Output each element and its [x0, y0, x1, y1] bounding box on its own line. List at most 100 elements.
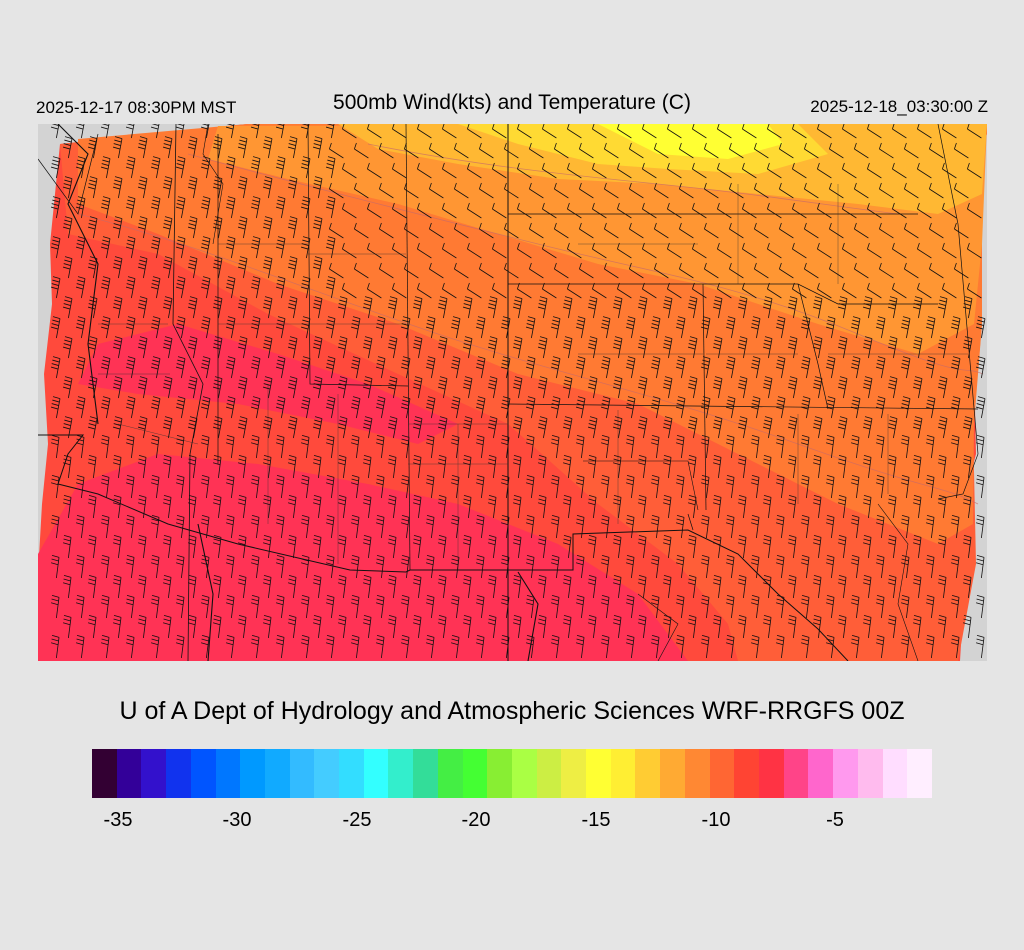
- wind-barb: [450, 316, 461, 339]
- wind-barb: [62, 416, 73, 439]
- wind-barb: [767, 242, 782, 259]
- wind-barb: [50, 554, 60, 579]
- wind-barb: [187, 416, 198, 439]
- wind-barb: [429, 262, 444, 279]
- wind-barb: [725, 316, 736, 339]
- wind-barb: [512, 336, 523, 359]
- wind-barb: [937, 416, 948, 439]
- wind-barb: [429, 222, 444, 239]
- wind-barb: [492, 282, 507, 299]
- wind-barb: [775, 594, 785, 619]
- wind-barb: [262, 534, 272, 559]
- wind-barb: [887, 574, 897, 599]
- wind-barb: [237, 416, 248, 439]
- wind-barb: [475, 396, 486, 419]
- wind-barb: [504, 142, 519, 159]
- wind-barb: [537, 614, 547, 639]
- wind-barb: [579, 222, 594, 239]
- wind-barb: [912, 376, 923, 399]
- wind-barb: [342, 202, 357, 219]
- wind-barb: [312, 614, 322, 639]
- wind-barb: [737, 574, 747, 599]
- wind-barb: [762, 614, 772, 639]
- wind-barb: [662, 614, 672, 639]
- wind-barb: [112, 336, 123, 359]
- colorbar-swatch: [660, 749, 685, 798]
- wind-barb: [487, 574, 497, 599]
- wind-barb: [225, 196, 236, 219]
- wind-barb: [567, 242, 582, 259]
- wind-barb: [900, 434, 910, 459]
- wind-barb: [712, 376, 723, 399]
- wind-barb: [225, 396, 236, 419]
- wind-barb: [87, 216, 98, 239]
- wind-barb: [350, 396, 361, 419]
- wind-barb: [375, 434, 385, 459]
- wind-barb: [950, 356, 961, 379]
- wind-barb: [337, 494, 347, 519]
- wind-barb: [262, 376, 273, 399]
- wind-barb: [125, 276, 136, 299]
- wind-barb: [237, 176, 248, 199]
- wind-barb: [325, 396, 336, 419]
- wind-barb: [854, 222, 869, 239]
- wind-barb: [512, 494, 522, 519]
- wind-barb: [875, 474, 885, 499]
- wind-barb: [262, 416, 273, 439]
- wind-barb: [450, 356, 461, 379]
- wind-barb: [487, 336, 498, 359]
- wind-barb: [517, 282, 532, 299]
- wind-barb: [200, 156, 211, 179]
- band-minus-15: [598, 124, 783, 159]
- wind-barb: [275, 356, 286, 379]
- wind-barb: [950, 554, 960, 579]
- wind-barb: [825, 474, 835, 499]
- wind-barb: [175, 196, 186, 219]
- wind-barb: [879, 222, 894, 239]
- wind-barb: [175, 396, 186, 419]
- wind-barb: [575, 434, 585, 459]
- wind-barb: [312, 574, 322, 599]
- wind-barb: [675, 474, 685, 499]
- wind-barb: [250, 276, 261, 299]
- wind-barb: [654, 182, 669, 199]
- colorbar-swatch: [215, 749, 241, 798]
- wind-barb: [825, 514, 835, 539]
- wind-barb: [150, 356, 161, 379]
- wind-barb: [587, 574, 597, 599]
- wind-barb: [654, 142, 669, 159]
- wind-barb: [262, 296, 273, 319]
- wind-barb: [487, 454, 497, 479]
- wind-barb: [125, 124, 135, 139]
- wind-barb: [237, 614, 247, 639]
- wind-barb: [604, 182, 619, 199]
- wind-barb: [954, 262, 969, 279]
- wind-barb: [887, 614, 897, 639]
- wind-barb: [712, 454, 722, 479]
- wind-barb: [50, 514, 60, 539]
- wind-barb: [767, 162, 782, 179]
- wind-barb: [250, 634, 260, 659]
- wind-barb: [862, 296, 873, 319]
- wind-barb: [87, 454, 97, 479]
- wind-barb: [250, 156, 261, 179]
- wind-barb: [492, 162, 507, 179]
- wind-barb: [917, 282, 932, 299]
- wind-barb: [517, 202, 532, 219]
- wind-barb: [867, 124, 882, 139]
- wind-barb: [587, 296, 598, 319]
- wind-barb: [637, 454, 647, 479]
- wind-barb: [787, 416, 798, 439]
- wind-barb: [300, 356, 311, 379]
- wind-barb: [500, 514, 510, 539]
- wind-barb: [600, 594, 610, 619]
- wind-barb: [467, 202, 482, 219]
- wind-barb: [75, 196, 86, 219]
- wind-barb: [737, 614, 747, 639]
- wind-barb: [592, 202, 607, 219]
- wind-barb: [325, 196, 336, 219]
- wind-barb: [225, 594, 235, 619]
- wind-barb: [475, 514, 485, 539]
- wind-barb: [612, 574, 622, 599]
- wind-barb: [700, 434, 710, 459]
